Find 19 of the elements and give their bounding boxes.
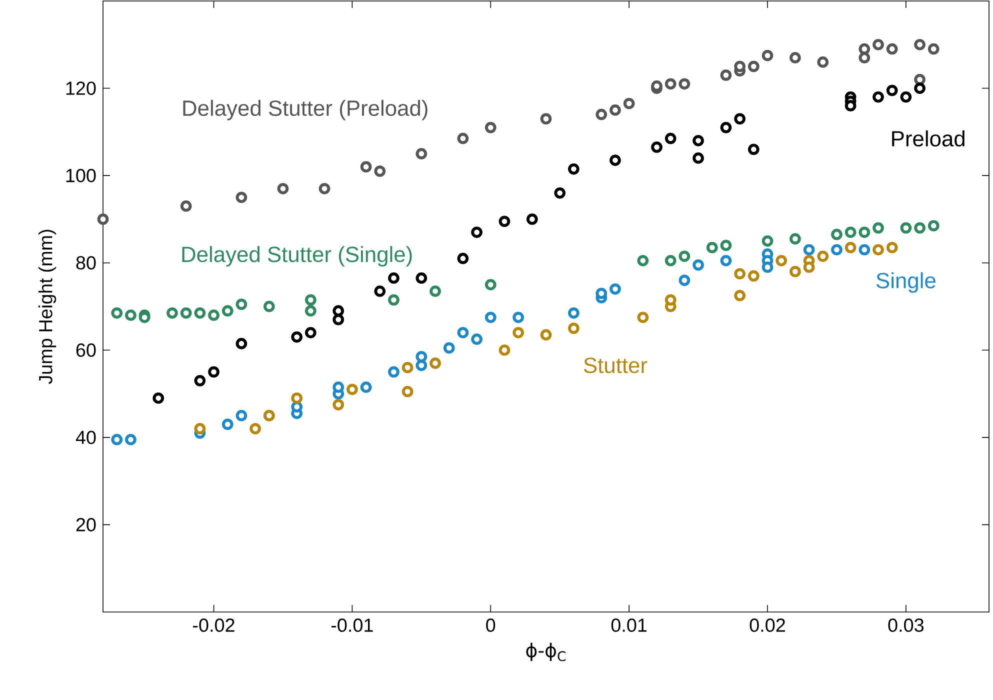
y-tick-label: 100 xyxy=(66,168,96,182)
x-tick-label: 0 xyxy=(486,618,496,632)
y-tick-label: 60 xyxy=(76,343,96,357)
series-label: Delayed Stutter (Preload) xyxy=(183,100,428,120)
x-axis-title: ϕ-ϕ$_{C}$ xyxy=(526,642,566,662)
y-tick-label: 80 xyxy=(76,256,96,270)
x-tick-label: 0.03 xyxy=(888,618,924,632)
x-tick-label: 0.02 xyxy=(750,618,785,632)
series-label: Stutter xyxy=(584,358,648,374)
x-tick-label: -0.02 xyxy=(193,618,234,632)
y-tick-label: 20 xyxy=(76,518,96,532)
series-label: Preload xyxy=(892,130,964,147)
y-axis-title: Jump Height (mm) xyxy=(38,230,56,384)
y-tick-label: 120 xyxy=(66,82,96,95)
x-tick-label: -0.01 xyxy=(331,618,373,632)
x-tick-label: 0.01 xyxy=(611,618,647,632)
series-label: Delayed Stutter (Single) xyxy=(182,246,412,267)
y-tick-label: 40 xyxy=(76,430,96,444)
series-label: Single xyxy=(876,272,936,293)
